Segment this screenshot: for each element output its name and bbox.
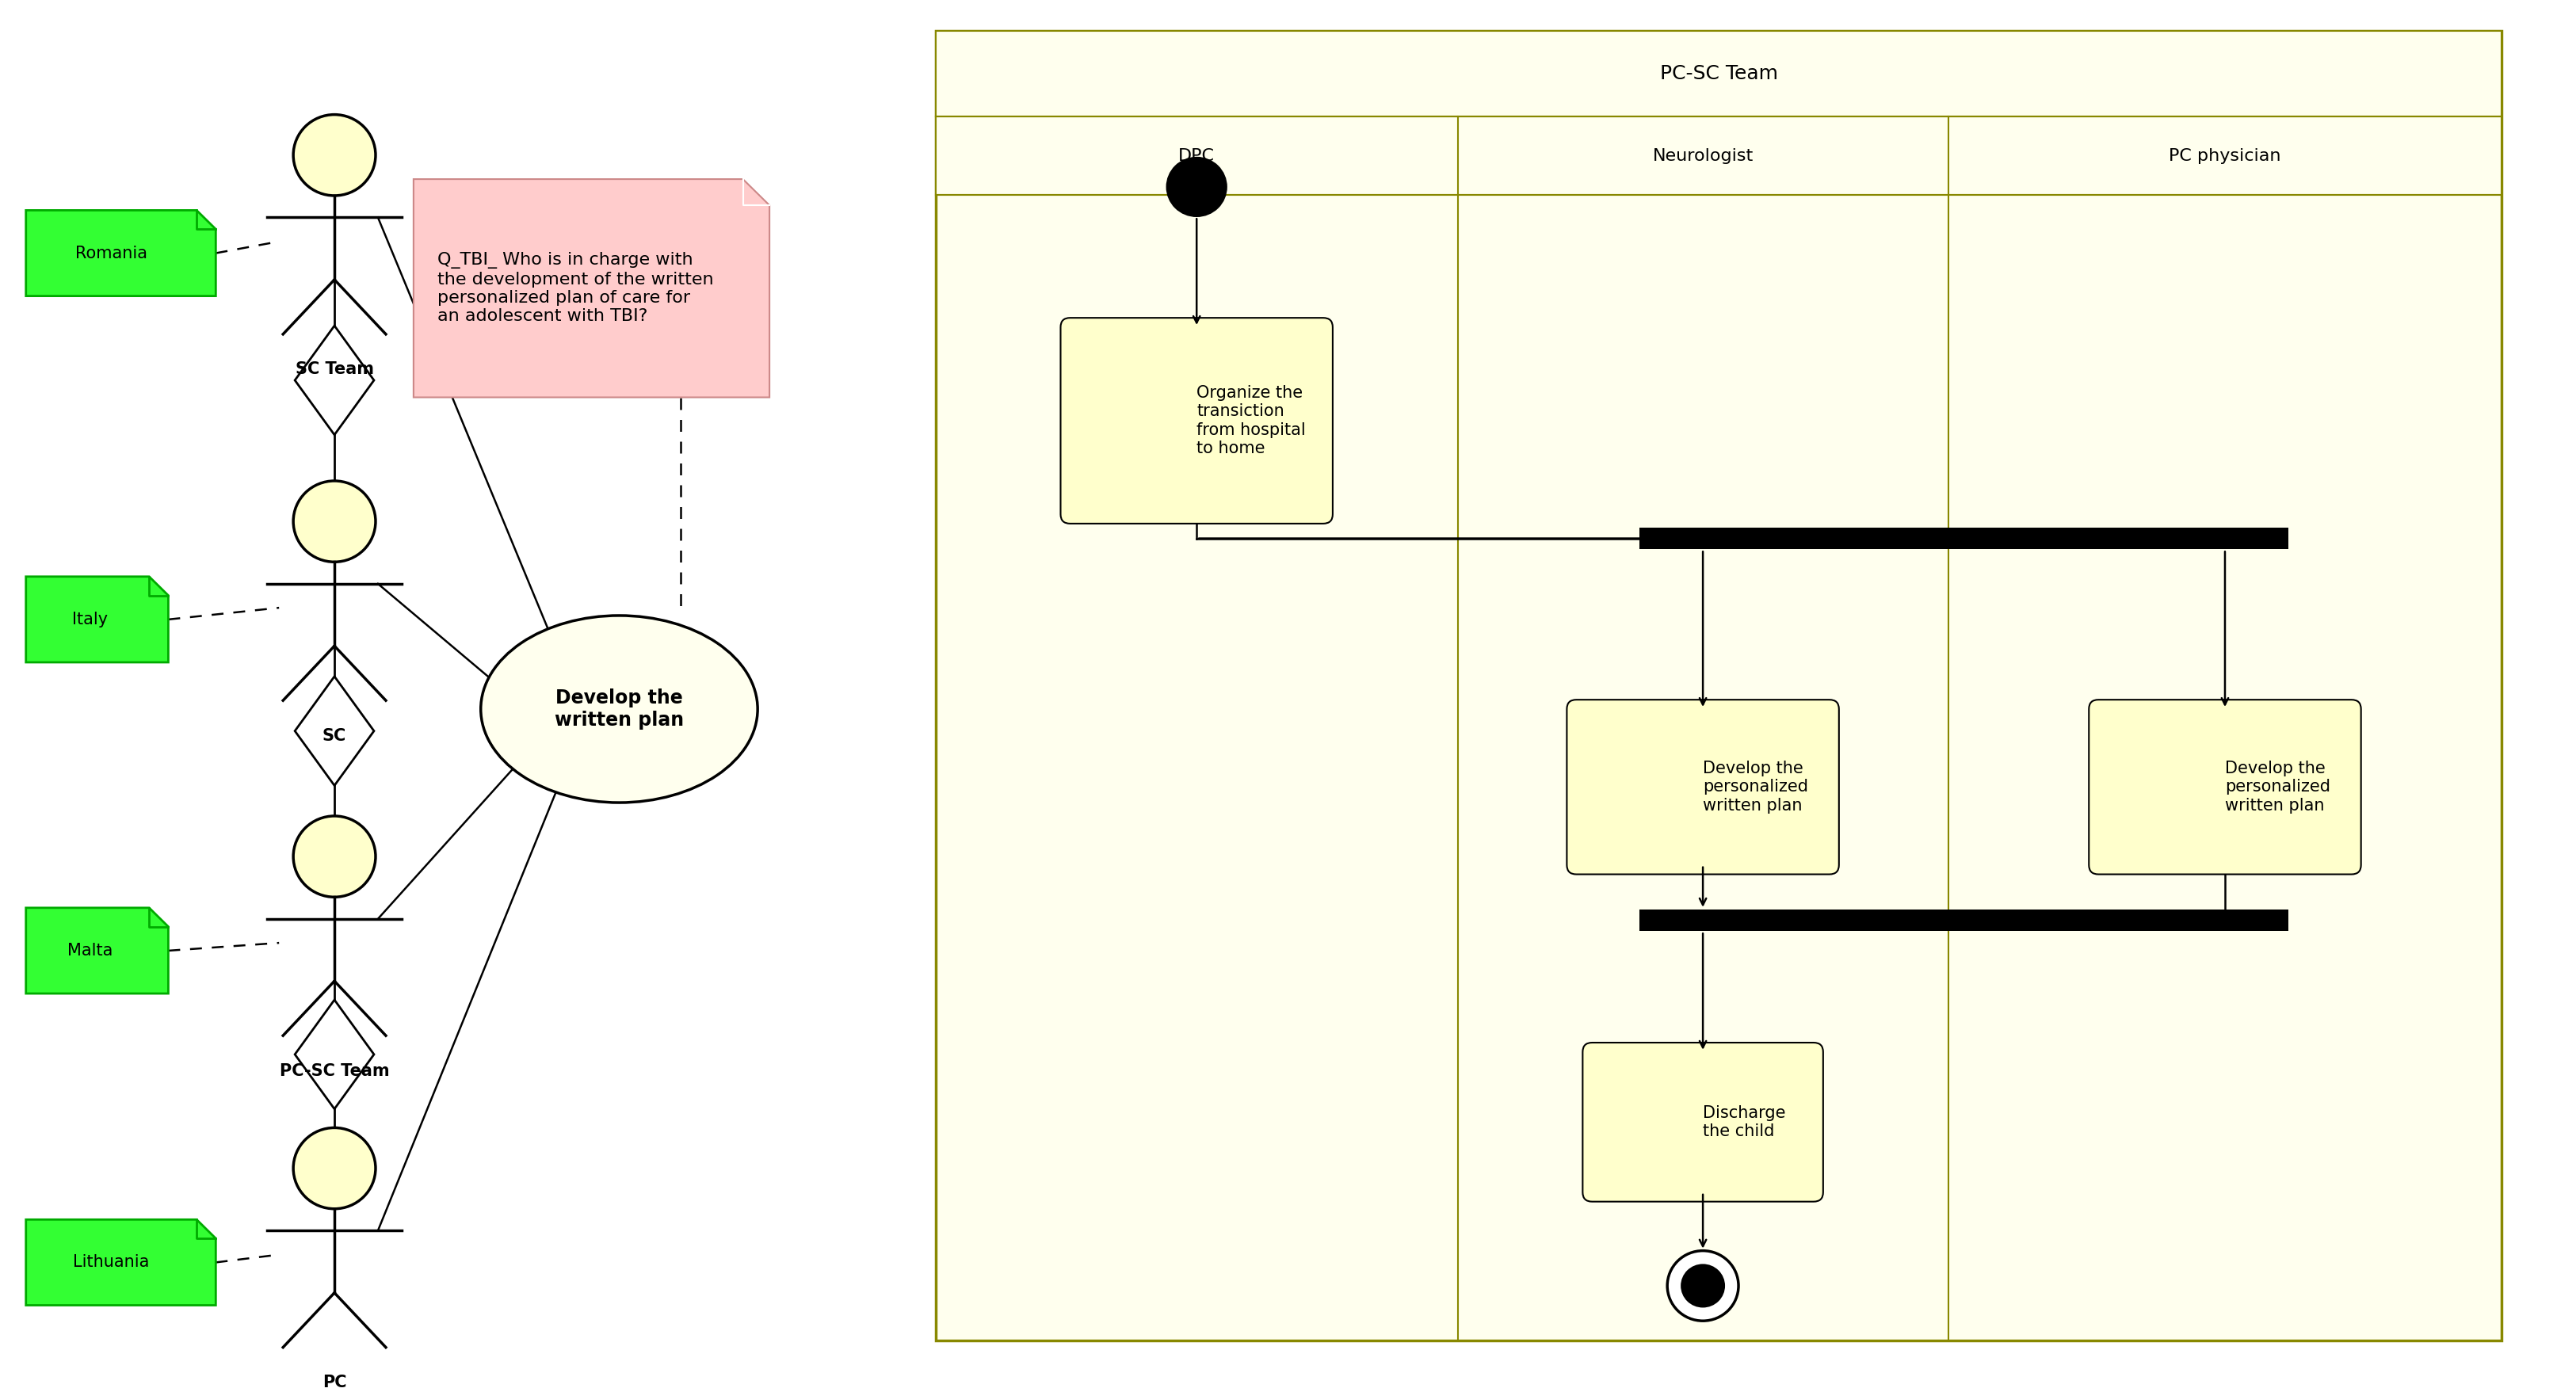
Text: SC: SC bbox=[322, 728, 345, 743]
Circle shape bbox=[1167, 157, 1226, 217]
Circle shape bbox=[294, 480, 376, 562]
Polygon shape bbox=[294, 677, 374, 785]
Text: PC-SC Team: PC-SC Team bbox=[281, 1063, 389, 1079]
Text: PC-SC Team: PC-SC Team bbox=[1659, 64, 1777, 84]
FancyBboxPatch shape bbox=[2089, 700, 2362, 874]
Text: PC: PC bbox=[322, 1375, 348, 1391]
Text: PC physician: PC physician bbox=[2169, 148, 2280, 164]
Text: Develop the
written plan: Develop the written plan bbox=[554, 689, 683, 729]
Text: Develop the
personalized
written plan: Develop the personalized written plan bbox=[2226, 760, 2331, 813]
FancyBboxPatch shape bbox=[1566, 700, 1839, 874]
Bar bbox=[1638, 528, 2287, 550]
FancyBboxPatch shape bbox=[1582, 1043, 1824, 1201]
Bar bbox=[935, 31, 2501, 1340]
Text: Q_TBI_ Who is in charge with
the development of the written
personalized plan of: Q_TBI_ Who is in charge with the develop… bbox=[438, 252, 714, 324]
Ellipse shape bbox=[482, 615, 757, 803]
Polygon shape bbox=[294, 326, 374, 434]
Circle shape bbox=[294, 1128, 376, 1208]
Text: Malta: Malta bbox=[67, 942, 113, 959]
Text: Develop the
personalized
written plan: Develop the personalized written plan bbox=[1703, 760, 1808, 813]
FancyBboxPatch shape bbox=[1061, 317, 1332, 523]
Text: Organize the
transiction
from hospital
to home: Organize the transiction from hospital t… bbox=[1198, 386, 1306, 457]
Text: SC Team: SC Team bbox=[296, 362, 374, 377]
Circle shape bbox=[1680, 1264, 1726, 1307]
Bar bbox=[935, 117, 2501, 195]
Text: Neurologist: Neurologist bbox=[1651, 148, 1754, 164]
Text: Lithuania: Lithuania bbox=[72, 1254, 149, 1271]
Text: DPC: DPC bbox=[1177, 148, 1216, 164]
Polygon shape bbox=[294, 999, 374, 1109]
Polygon shape bbox=[415, 180, 770, 397]
Polygon shape bbox=[26, 576, 167, 663]
Text: Romania: Romania bbox=[75, 245, 147, 262]
Polygon shape bbox=[26, 1219, 216, 1306]
Text: Discharge
the child: Discharge the child bbox=[1703, 1105, 1785, 1139]
Polygon shape bbox=[26, 210, 216, 296]
Circle shape bbox=[1667, 1251, 1739, 1321]
Text: Italy: Italy bbox=[72, 611, 108, 628]
Circle shape bbox=[294, 816, 376, 896]
Circle shape bbox=[294, 114, 376, 196]
Bar bbox=[1638, 909, 2287, 931]
Bar bbox=[935, 31, 2501, 117]
Polygon shape bbox=[26, 908, 167, 994]
